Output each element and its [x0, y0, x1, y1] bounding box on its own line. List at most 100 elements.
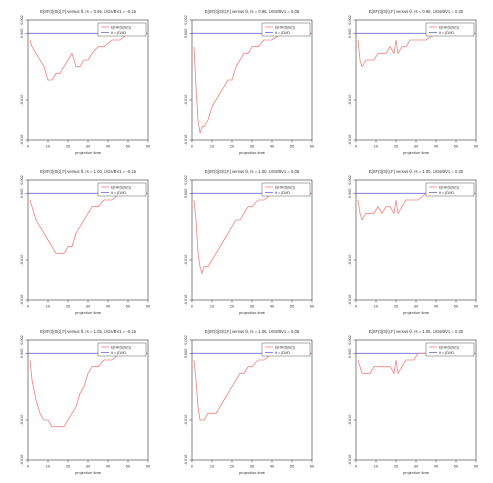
- chart-title: E[SF(t)|S(t),F] versus θ, rs = 0.95, UGs…: [205, 9, 300, 14]
- x-tick-label: 40: [270, 464, 275, 469]
- x-tick-label: 20: [394, 464, 399, 469]
- series-line: [193, 32, 312, 134]
- y-tick-label: 0.000: [184, 349, 188, 359]
- x-tick-label: 30: [414, 464, 419, 469]
- legend-label-estimate: E[HR(t)|S(t)]: [111, 25, 131, 29]
- legend-label-reference: θ = β̂1/θ̂1: [439, 351, 454, 355]
- x-tick-label: 10: [374, 144, 379, 149]
- x-tick-label: 0: [355, 144, 358, 149]
- legend-box: [97, 182, 147, 197]
- x-tick-label: 30: [86, 144, 91, 149]
- legend-label-reference: θ = β̂1/θ̂1: [111, 31, 126, 35]
- x-axis-label: projection time: [403, 310, 430, 315]
- y-tick-label: 0.002: [20, 335, 24, 345]
- x-tick-label: 40: [106, 144, 111, 149]
- y-tick-label: 0.002: [20, 175, 24, 185]
- x-tick-label: 30: [414, 304, 419, 309]
- x-tick-label: 50: [290, 144, 295, 149]
- x-tick-label: 40: [434, 464, 439, 469]
- x-tick-label: 60: [146, 464, 151, 469]
- y-tick-label: -0.010: [348, 255, 352, 266]
- x-tick-label: 60: [310, 464, 315, 469]
- x-tick-label: 50: [290, 464, 295, 469]
- legend-label-estimate: E[HR(t)|S(t)]: [275, 185, 295, 189]
- x-tick-label: 60: [146, 304, 151, 309]
- chart-panel: E[SF(t)|S(t),F] versus θ, rs = 1.00, UGs…: [348, 169, 479, 315]
- legend-label-estimate: E[HR(t)|S(t)]: [111, 345, 131, 349]
- series-line: [29, 352, 148, 428]
- y-tick-label: -0.010: [184, 95, 188, 106]
- x-tick-label: 0: [355, 304, 358, 309]
- legend-label-estimate: E[HR(t)|S(t)]: [439, 185, 459, 189]
- y-tick-label: 0.002: [184, 175, 188, 185]
- chart-title: E[SF(t)|S(t),F] versus θ, rs = 0.95, UGs…: [369, 9, 464, 14]
- legend-label-reference: θ = β̂1/θ̂1: [439, 191, 454, 195]
- x-tick-label: 10: [46, 304, 51, 309]
- y-tick-label: -0.016: [20, 295, 24, 306]
- y-tick-label: -0.016: [184, 295, 188, 306]
- x-tick-label: 20: [230, 144, 235, 149]
- y-tick-label: -0.016: [20, 455, 24, 466]
- x-tick-label: 30: [414, 144, 419, 149]
- y-tick-label: 0.002: [348, 335, 352, 345]
- legend-label-estimate: E[HR(t)|S(t)]: [439, 345, 459, 349]
- legend-label-reference: θ = β̂1/θ̂1: [439, 31, 454, 35]
- x-tick-label: 40: [434, 304, 439, 309]
- y-tick-label: 0.000: [184, 189, 188, 199]
- plot-frame: [355, 179, 477, 301]
- legend-label-reference: θ = β̂1/θ̂1: [111, 191, 126, 195]
- x-tick-label: 20: [66, 464, 71, 469]
- chart-panel: E[SF(t)|S(t),F] versus θ, rs = 1.00, UGs…: [20, 169, 151, 315]
- y-tick-label: 0.002: [184, 335, 188, 345]
- x-tick-label: 10: [46, 144, 51, 149]
- x-tick-label: 50: [454, 464, 459, 469]
- plot-frame: [27, 179, 149, 301]
- x-tick-label: 40: [434, 144, 439, 149]
- x-axis-label: projection time: [403, 150, 430, 155]
- chart-panel: E[SF(t)|S(t),F] versus θ, rs = 1.05, UGs…: [184, 329, 315, 475]
- y-tick-label: 0.000: [20, 29, 24, 39]
- legend-box: [425, 182, 475, 197]
- x-tick-label: 60: [146, 144, 151, 149]
- chart-title: E[SF(t)|S(t),F] versus θ, rs = 1.00, UGs…: [205, 169, 300, 174]
- legend-label-reference: θ = β̂1/θ̂1: [275, 351, 290, 355]
- x-tick-label: 60: [474, 464, 479, 469]
- x-tick-label: 0: [27, 464, 30, 469]
- x-tick-label: 0: [191, 464, 194, 469]
- chart-panel: E[SF(t)|S(t),F] versus θ, rs = 1.05, UGs…: [20, 329, 151, 475]
- legend-box: [425, 22, 475, 37]
- x-axis-label: projection time: [403, 470, 430, 475]
- legend-box: [261, 22, 311, 37]
- plot-frame: [191, 339, 313, 461]
- plot-frame: [191, 179, 313, 301]
- y-tick-label: -0.016: [348, 455, 352, 466]
- legend-label-estimate: E[HR(t)|S(t)]: [275, 345, 295, 349]
- chart-title: E[SF(t)|S(t),F] versus θ, rs = 1.00, UGs…: [369, 169, 464, 174]
- x-tick-label: 30: [250, 144, 255, 149]
- x-tick-label: 10: [210, 464, 215, 469]
- y-tick-label: 0.002: [184, 15, 188, 25]
- x-tick-label: 20: [230, 304, 235, 309]
- x-tick-label: 0: [27, 304, 30, 309]
- legend-label-estimate: E[HR(t)|S(t)]: [275, 25, 295, 29]
- x-tick-label: 10: [46, 464, 51, 469]
- x-tick-label: 50: [454, 144, 459, 149]
- x-tick-label: 60: [310, 144, 315, 149]
- plot-frame: [355, 19, 477, 141]
- plot-frame: [191, 19, 313, 141]
- x-axis-label: projection time: [75, 470, 102, 475]
- x-tick-label: 50: [290, 304, 295, 309]
- x-tick-label: 0: [191, 304, 194, 309]
- chart-title: E[SF(t)|S(t),F] versus θ, rs = 0.95, UGs…: [40, 9, 136, 14]
- y-tick-label: 0.002: [348, 15, 352, 25]
- chart-panel: E[SF(t)|S(t),F] versus θ, rs = 1.05, UGs…: [348, 329, 479, 475]
- legend-label-estimate: E[HR(t)|S(t)]: [439, 25, 459, 29]
- y-tick-label: 0.000: [20, 189, 24, 199]
- y-tick-label: -0.016: [184, 135, 188, 146]
- y-tick-label: -0.010: [20, 95, 24, 106]
- chart-title: E[SF(t)|S(t),F] versus θ, rs = 1.05, UGs…: [205, 329, 300, 334]
- x-tick-label: 40: [106, 464, 111, 469]
- x-tick-label: 20: [394, 304, 399, 309]
- legend-box: [425, 342, 475, 357]
